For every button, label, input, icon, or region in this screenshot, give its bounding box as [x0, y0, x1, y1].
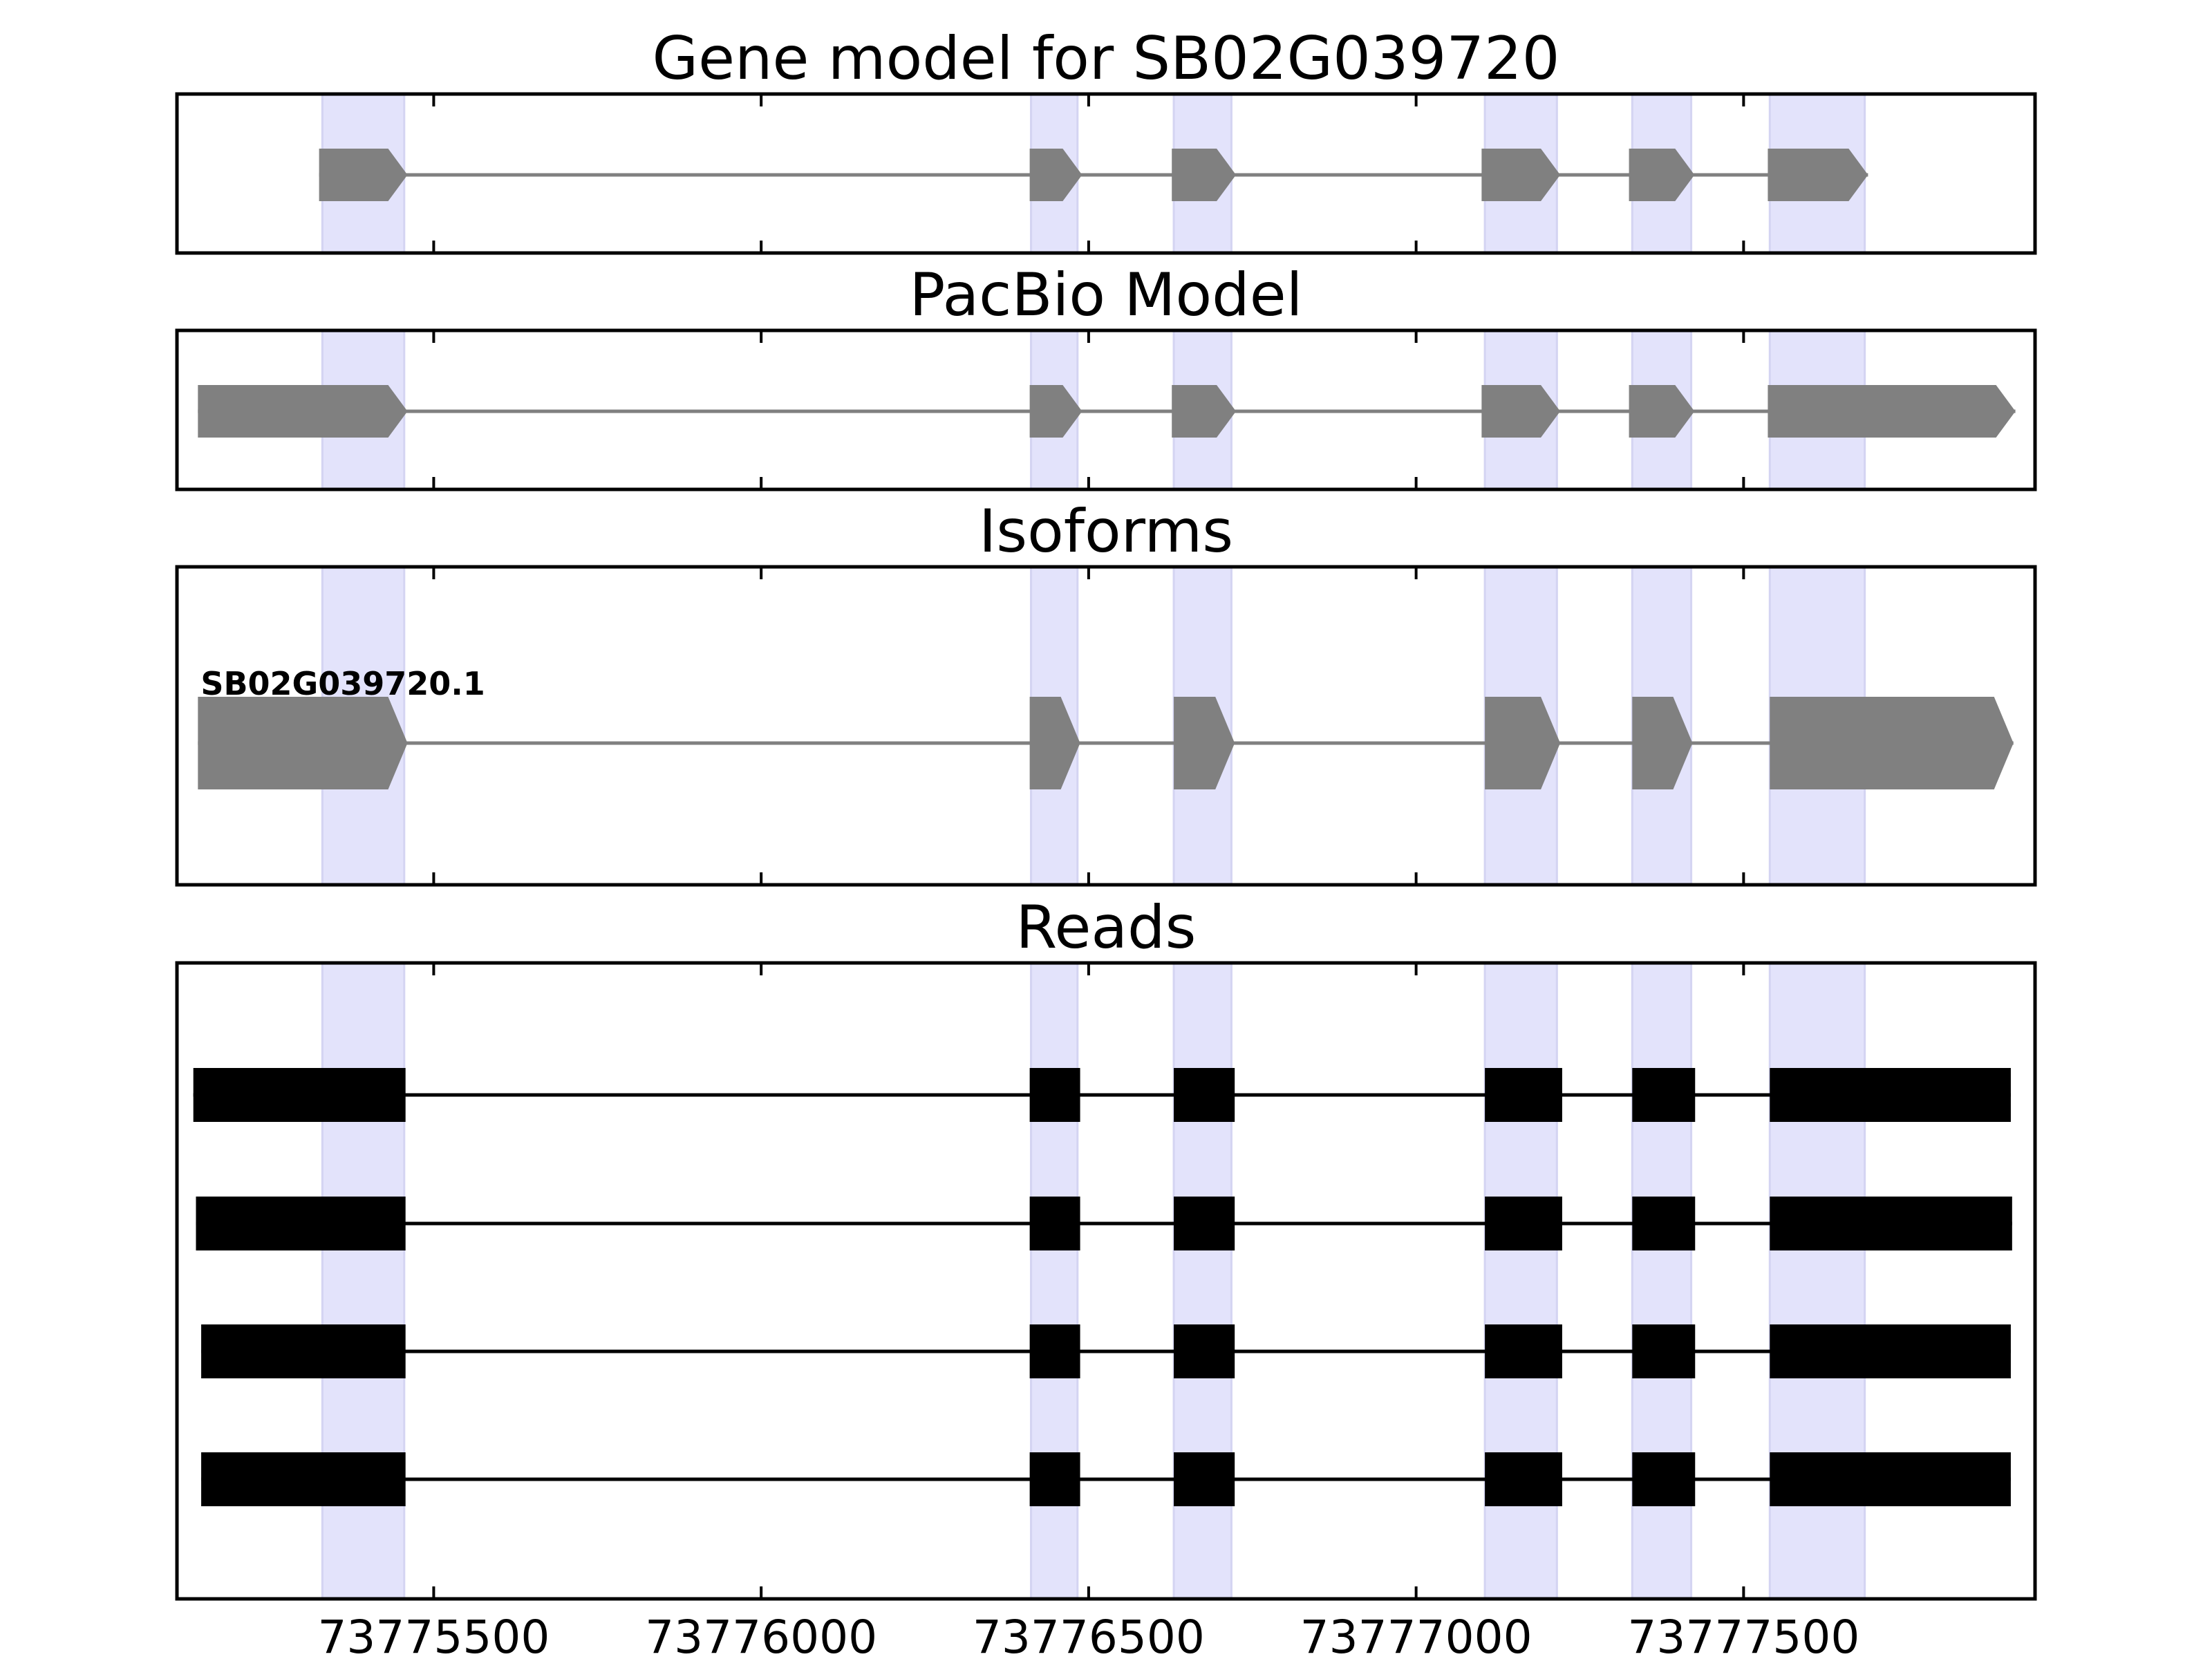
exon-block	[1632, 1452, 1696, 1506]
exon-block	[1768, 385, 2016, 438]
x-tick-label: 73776500	[973, 1611, 1205, 1659]
panel-title: Reads	[1016, 893, 1197, 962]
panel-gene-model: Gene model for SB02G039720	[175, 24, 2037, 255]
exon-block	[1485, 1452, 1562, 1506]
exon-block	[1174, 1452, 1235, 1506]
axes-frame	[175, 565, 2037, 887]
exon-block	[1632, 1068, 1696, 1122]
exon-block	[1029, 1324, 1080, 1378]
exon-block	[319, 149, 408, 201]
exon-block	[1770, 1452, 2011, 1506]
exon-block	[1629, 385, 1695, 438]
exon-block	[193, 1068, 406, 1122]
exon-block	[1632, 1324, 1696, 1378]
exon-block	[1632, 697, 1693, 789]
exon-block	[1632, 1197, 1696, 1250]
exon-block	[1029, 149, 1082, 201]
exon-block	[198, 697, 408, 789]
x-tick-label: 73777000	[1300, 1611, 1533, 1659]
exon-block	[1174, 1197, 1235, 1250]
exon-block	[1770, 1197, 2012, 1250]
axes-frame	[175, 961, 2037, 1601]
read-row	[201, 1452, 2011, 1506]
exon-block	[1174, 1068, 1235, 1122]
panel-pacbio-model: PacBio Model	[175, 261, 2037, 491]
exon-block	[1485, 1324, 1562, 1378]
exon-block	[1485, 1068, 1562, 1122]
panel-title: Isoforms	[979, 497, 1233, 566]
exon-block	[1770, 697, 2014, 789]
exon-block	[1029, 697, 1080, 789]
exon-block	[201, 1452, 406, 1506]
exon-block	[1174, 697, 1235, 789]
read-row	[193, 1068, 2011, 1122]
x-tick-label: 73775500	[317, 1611, 550, 1659]
exon-block	[1768, 149, 1868, 201]
exon-block	[1770, 1324, 2011, 1378]
read-row	[196, 1197, 2012, 1250]
isoform-label: SB02G039720.1	[200, 665, 485, 702]
panel-title: Gene model for SB02G039720	[653, 24, 1560, 93]
exon-block	[1172, 149, 1237, 201]
exon-block	[1481, 149, 1561, 201]
exon-block	[198, 385, 408, 438]
exon-block	[1629, 149, 1695, 201]
exon-block	[201, 1324, 406, 1378]
exon-block	[1485, 697, 1561, 789]
exon-block	[196, 1197, 406, 1250]
exon-block	[1029, 385, 1082, 438]
axes-frame	[175, 328, 2037, 491]
x-tick-label: 73776000	[645, 1611, 877, 1659]
read-row	[201, 1324, 2011, 1378]
panel-reads: Reads	[175, 893, 2037, 1601]
exon-block	[1481, 385, 1561, 438]
x-tick-label: 73777500	[1627, 1611, 1859, 1659]
exon-block	[1029, 1068, 1080, 1122]
exon-block	[1029, 1452, 1080, 1506]
exon-block	[1770, 1068, 2011, 1122]
exon-block	[1029, 1197, 1080, 1250]
panel-isoforms: Isoforms SB02G039720.1	[175, 497, 2037, 887]
panel-title: PacBio Model	[909, 261, 1302, 330]
exon-block	[1174, 1324, 1235, 1378]
exon-block	[1485, 1197, 1562, 1250]
exon-block	[1172, 385, 1237, 438]
axes-frame	[175, 92, 2037, 255]
